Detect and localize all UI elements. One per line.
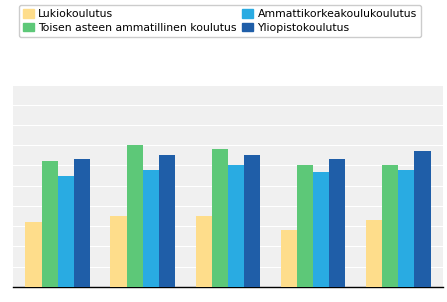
Bar [110, 216, 127, 287]
Bar [366, 220, 382, 287]
Bar [329, 159, 346, 287]
Bar [159, 155, 175, 287]
Bar [74, 159, 90, 287]
Legend: Lukiokoulutus, Toisen asteen ammatillinen koulutus, Ammattikorkeakoulukoulutus, : Lukiokoulutus, Toisen asteen ammatilline… [19, 5, 421, 37]
Bar [58, 176, 74, 287]
Bar [25, 222, 42, 287]
Bar [42, 162, 58, 287]
Bar [212, 149, 228, 287]
Bar [313, 172, 329, 287]
Bar [244, 155, 260, 287]
Bar [127, 145, 143, 287]
Bar [382, 165, 398, 287]
Bar [196, 216, 212, 287]
Bar [297, 165, 313, 287]
Bar [398, 169, 414, 287]
Bar [281, 230, 297, 287]
Bar [228, 165, 244, 287]
Bar [143, 169, 159, 287]
Bar [414, 151, 430, 287]
